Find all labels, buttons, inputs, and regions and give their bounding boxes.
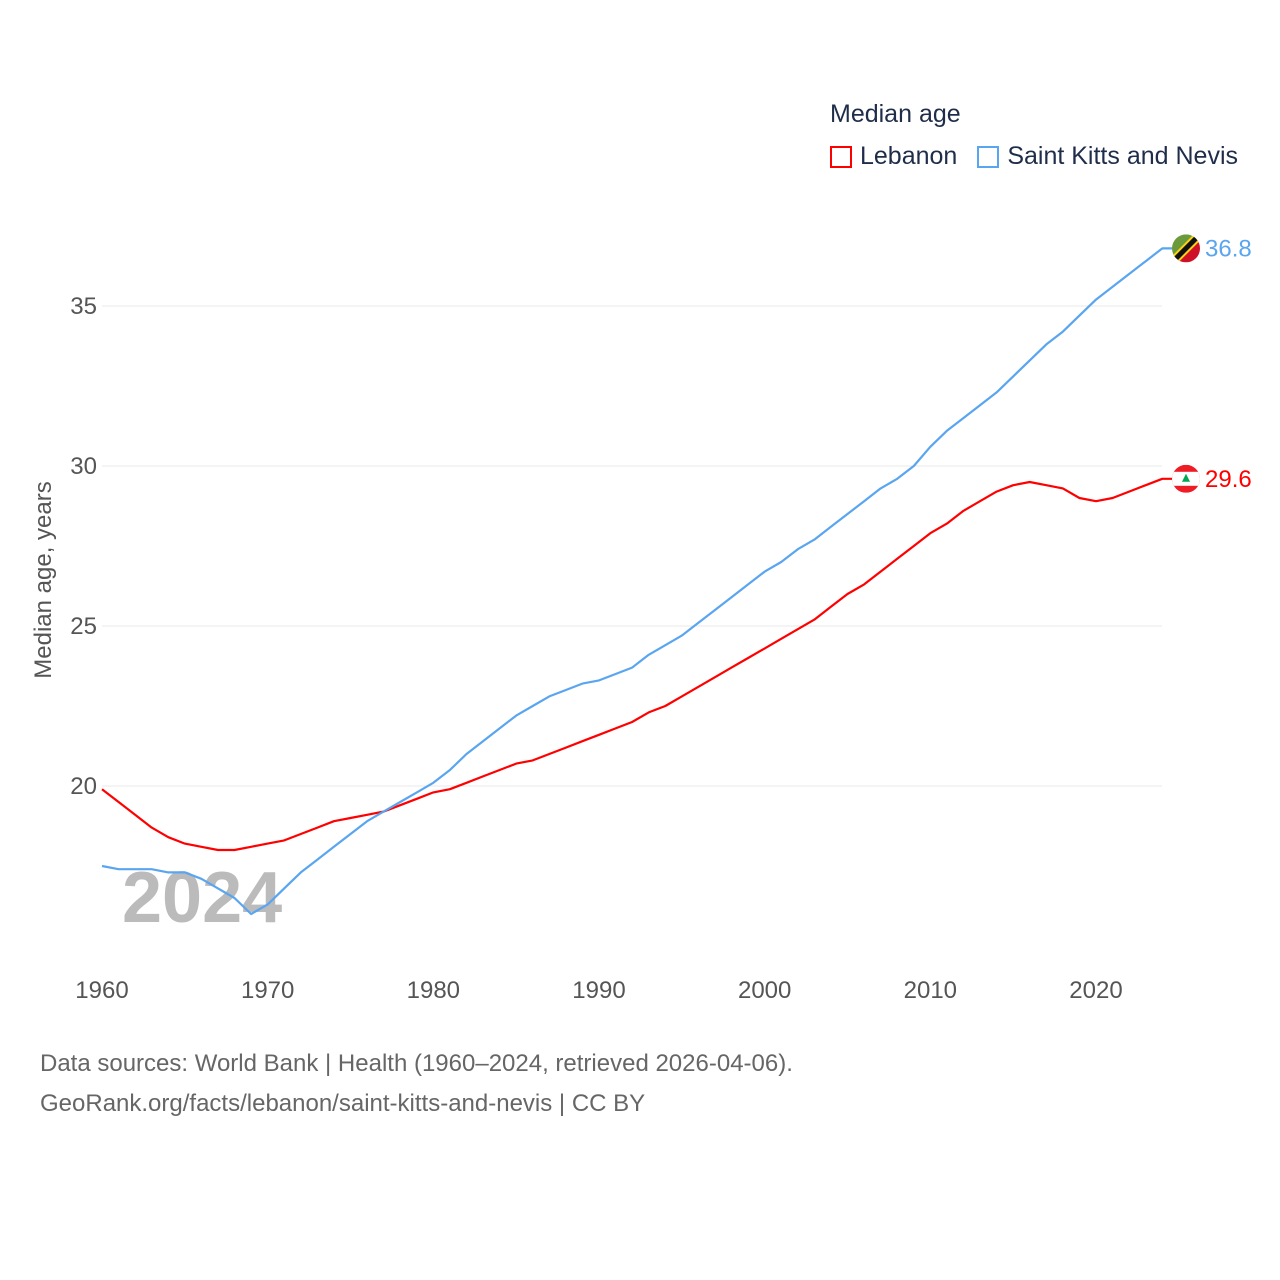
end-value-label: 29.6 — [1205, 466, 1252, 493]
y-tick-label: 20 — [70, 773, 97, 800]
legend-label: Saint Kitts and Nevis — [1007, 142, 1238, 170]
x-tick-label: 1960 — [75, 977, 128, 1004]
y-tick-label: 25 — [70, 613, 97, 640]
y-tick-label: 35 — [70, 293, 97, 320]
x-tick-label: 2020 — [1069, 977, 1122, 1004]
x-tick-label: 1970 — [241, 977, 294, 1004]
y-axis-label: Median age, years — [30, 481, 57, 678]
legend-item-saint-kitts-and-nevis[interactable]: Saint Kitts and Nevis — [977, 142, 1238, 171]
x-tick-label: 2010 — [904, 977, 957, 1004]
source-link[interactable]: GeoRank.org/facts/lebanon/saint-kitts-an… — [40, 1090, 646, 1117]
legend: Lebanon Saint Kitts and Nevis — [830, 142, 1258, 171]
lebanon-flag-icon — [1172, 464, 1200, 493]
saint-kitts-and-nevis-flag-icon — [1172, 234, 1200, 263]
legend-swatch — [830, 145, 852, 168]
year-watermark: 2024 — [122, 858, 282, 938]
series-line-saint-kitts-and-nevis — [101, 247, 1187, 916]
x-tick-label: 2000 — [738, 977, 791, 1004]
footer: Data sources: World Bank | Health (1960–… — [40, 1044, 793, 1124]
legend-title: Median age — [830, 100, 961, 128]
data-source-text: Data sources: World Bank | Health (1960–… — [40, 1050, 793, 1077]
flag-body — [1172, 464, 1200, 493]
y-tick-label: 30 — [70, 453, 97, 480]
flag-body — [1172, 234, 1200, 263]
x-tick-label: 1990 — [572, 977, 625, 1004]
cedar-tree — [1182, 473, 1190, 482]
legend-item-lebanon[interactable]: Lebanon — [830, 142, 957, 171]
legend-label: Lebanon — [860, 142, 958, 170]
end-value-label: 36.8 — [1205, 235, 1252, 262]
series-line-lebanon — [101, 477, 1187, 852]
x-tick-label: 1980 — [407, 977, 460, 1004]
legend-swatch — [977, 145, 1000, 168]
